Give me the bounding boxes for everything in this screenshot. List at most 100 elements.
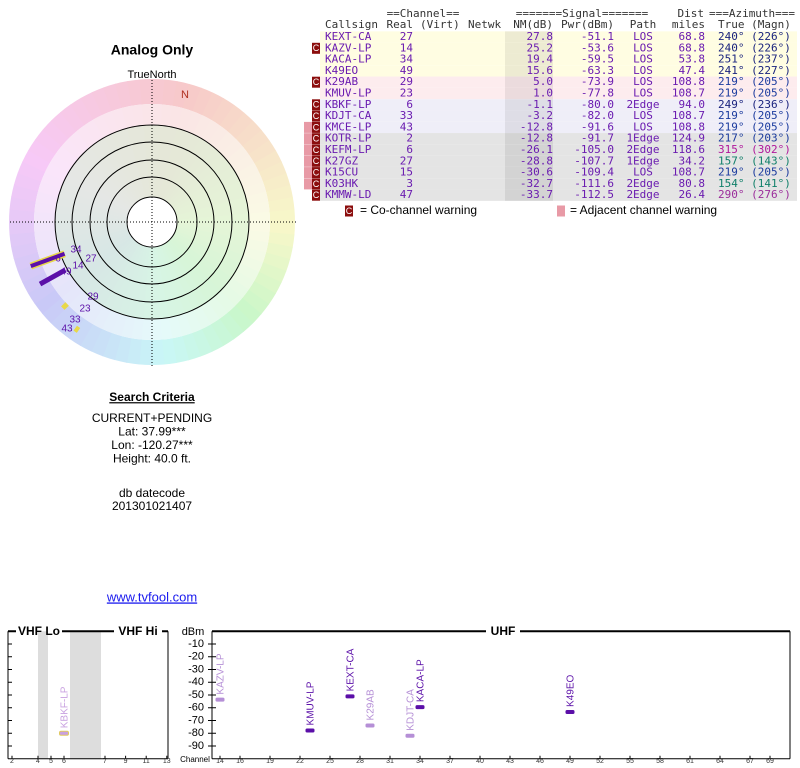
warning-icon [312,189,320,201]
polar-wedge [59,311,85,340]
x-tick-label: 9 [124,758,128,765]
nm-shade [505,42,553,54]
cell-dist: 47.4 [679,64,706,77]
polar-wedge [172,81,190,109]
cell-azimuth: 219° (205°) [718,120,791,133]
polar-wedge [22,149,51,173]
column-header: miles [672,18,705,31]
warning-icon [304,144,312,156]
cell-pwr: -91.7 [581,132,614,145]
cell-azimuth: 290° (276°) [718,188,791,201]
warning-icon [312,155,320,167]
x-tick-label: 5 [49,758,53,765]
column-header: Pwr(dBm) [561,18,614,31]
polar-wedge [258,262,287,284]
polar-station [38,267,67,287]
column-header: NM(dB) [513,18,553,31]
criteria-title: Search Criteria [109,390,195,404]
cell-callsign: K49EO [325,64,358,77]
group-header: =======Signal======= [516,7,649,20]
polar-wedge [211,98,235,126]
y-tick-label: -30 [188,663,204,675]
x-tick-label: 2 [10,758,14,765]
cell-pwr: -112.5 [574,188,614,201]
cell-real: 33 [400,109,413,122]
y-tick-label: -50 [188,689,204,701]
row-bg [320,31,797,43]
warning-icon [312,133,320,145]
x-tick-label: 46 [536,758,544,765]
group-header: Dist [678,7,705,20]
group-header: ==Channel== [387,7,460,20]
cell-path: LOS [633,166,653,179]
cell-callsign: KACA-LP [325,53,372,66]
polar-wedge [90,328,112,357]
cell-real: 15 [400,166,413,179]
band-label: VHF Hi [118,624,157,638]
cell-dist: 80.8 [679,177,706,190]
warning-icon [312,121,320,133]
polar-station [30,251,66,268]
north-label: N [181,89,189,101]
cell-pwr: -77.8 [581,87,614,100]
polar-label: 23 [79,304,91,315]
polar-wedge [44,222,152,281]
station-label: K49EO [566,674,577,706]
y-tick-label: -80 [188,727,204,739]
cell-dist: 68.8 [679,41,706,54]
site-link[interactable]: www.tvfool.com [106,589,197,604]
polar-wedge [131,104,152,222]
cell-nm: -12.8 [520,120,553,133]
cell-callsign: K29AB [325,75,358,88]
nm-shade [505,178,553,190]
cell-nm: -30.6 [520,166,553,179]
polar-wedge [227,112,254,139]
polar-wedge [114,81,133,109]
x-tick-label: 7 [103,758,107,765]
polar-wedge [151,222,163,340]
cell-pwr: -109.4 [574,166,614,179]
legend-text: = Adjacent channel warning [570,203,717,217]
x-tick-label: 14 [216,758,224,765]
cell-real: 49 [400,64,413,77]
x-tick-label: 28 [356,758,364,765]
column-header: Callsign [325,18,378,31]
cell-path: LOS [633,53,653,66]
y-tick-label: -90 [188,740,204,752]
cell-dist: 108.8 [672,120,705,133]
nm-shade [505,121,553,134]
y-tick-label: -10 [188,638,204,650]
polar-wedge [49,222,152,290]
row-bg [320,155,797,167]
row-bg [320,144,797,156]
polar-wedge [152,211,270,223]
polar-wedge [152,222,202,334]
row-bg [320,121,797,134]
cell-real: 14 [400,41,414,54]
x-tick-label: 19 [266,758,274,765]
polar-wedge [41,297,69,324]
warning-letter: C [313,179,320,189]
warning-letter: C [313,100,320,110]
polar-wedge [191,328,213,357]
polar-wedge [93,114,152,222]
polar-wedge [242,130,270,155]
y-tick-label: -40 [188,676,204,688]
polar-wedge [9,221,35,235]
nm-shade [505,99,553,111]
cell-callsign: K27GZ [325,154,358,167]
x-tick-label: 49 [566,758,574,765]
cell-real: 6 [406,143,413,156]
cell-nm: -26.1 [520,143,553,156]
cell-real: 6 [406,98,413,111]
cell-nm: -28.8 [520,154,553,167]
cell-path: LOS [633,30,653,43]
cell-pwr: -91.6 [581,120,614,133]
warning-icon [304,121,312,133]
polar-wedge [35,222,152,253]
db-label: db datecode [119,486,185,500]
station-label: KAZV-LP [216,653,227,694]
legend-text: = Co-channel warning [360,203,477,217]
polar-wedge [27,280,56,305]
